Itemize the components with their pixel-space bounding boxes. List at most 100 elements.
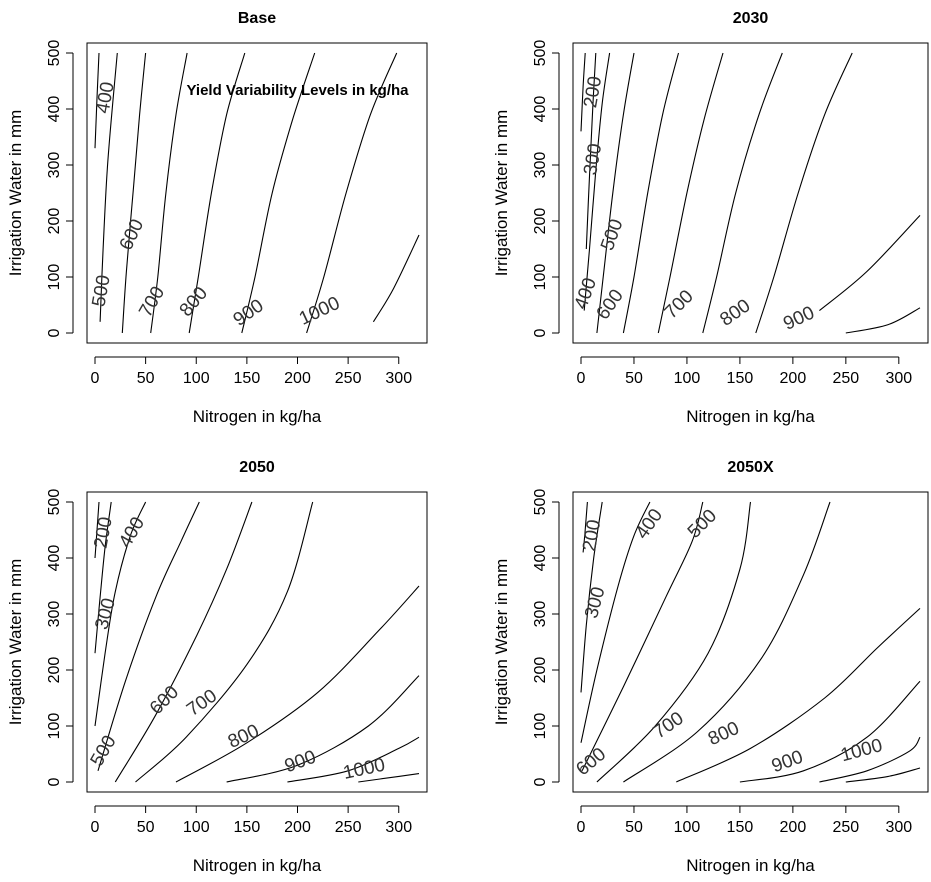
x-tick-label: 100 [674, 819, 701, 836]
x-tick-label: 50 [625, 819, 643, 836]
contour-line [596, 52, 635, 334]
panel-title: 2050 [239, 459, 275, 476]
contour-label: 300 [91, 596, 119, 632]
y-axis-label: Irrigation Water in mm [6, 559, 25, 726]
contour-lines [580, 501, 921, 783]
contour-line [702, 52, 783, 334]
y-axis: 0 100 200 300 400 500 [46, 40, 74, 337]
contour-panel-3: 2050 0 50 100 150 200 250 300 Nitrogen in kg/ha 0… [6, 459, 428, 875]
y-tick-label: 300 [46, 601, 63, 628]
contour-label: 200 [91, 515, 117, 550]
y-axis-label: Irrigation Water in mm [6, 110, 25, 277]
contour-line [94, 501, 100, 559]
contour-panel-4: 2050X 0 50 100 150 200 250 300 Nitrogen in kg/ha… [492, 459, 929, 875]
x-tick-label: 200 [284, 370, 311, 387]
x-tick-label: 200 [780, 819, 807, 836]
contour-line [623, 501, 831, 783]
contour-line [819, 736, 921, 783]
x-tick-label: 0 [577, 819, 586, 836]
contour-line [755, 52, 853, 334]
x-axis: 0 50 100 150 200 250 300 [577, 356, 912, 387]
panel-title: 2050X [727, 459, 774, 476]
x-tick-label: 250 [832, 819, 859, 836]
y-tick-label: 100 [46, 264, 63, 291]
contour-line [135, 501, 314, 783]
x-tick-label: 0 [91, 819, 100, 836]
contour-line [582, 501, 588, 553]
contour-label: 1000 [296, 293, 343, 330]
contour-label: 900 [282, 747, 319, 778]
y-tick-label: 200 [46, 208, 63, 235]
y-tick-label: 400 [46, 545, 63, 572]
x-tick-label: 50 [625, 370, 643, 387]
contour-line [739, 680, 921, 783]
contour-line [372, 234, 420, 323]
contour-label: 300 [580, 142, 606, 177]
contour-label: 600 [116, 216, 148, 254]
x-tick-label: 300 [385, 819, 412, 836]
contour-line [819, 215, 921, 312]
x-tick-label: 150 [234, 819, 261, 836]
contour-label: 800 [176, 283, 212, 321]
contour-line [99, 52, 118, 322]
y-tick-label: 300 [532, 601, 549, 628]
panel-title: Base [238, 10, 276, 27]
contour-line [188, 52, 246, 334]
x-tick-label: 250 [832, 370, 859, 387]
contour-label: 500 [87, 732, 121, 770]
contour-line [97, 501, 200, 771]
contour-line [596, 501, 752, 783]
contour-label: 800 [225, 721, 263, 753]
panel-title: 2030 [733, 10, 769, 27]
y-axis: 0 100 200 300 400 500 [532, 489, 560, 786]
y-axis-label: Irrigation Water in mm [492, 559, 511, 726]
contour-line [622, 52, 680, 334]
y-tick-label: 0 [532, 777, 549, 786]
plot-frame [572, 491, 929, 793]
y-tick-label: 500 [532, 489, 549, 516]
y-tick-label: 0 [46, 777, 63, 786]
contour-label: 800 [716, 295, 754, 330]
contour-lines [580, 52, 921, 334]
contour-line [121, 52, 147, 334]
contour-line [358, 773, 420, 783]
y-tick-label: 500 [532, 40, 549, 67]
contour-label: 400 [93, 80, 119, 115]
contour-label: 900 [230, 295, 268, 330]
x-tick-label: 0 [577, 370, 586, 387]
contour-line [241, 52, 316, 334]
contour-line [226, 675, 420, 783]
x-tick-label: 150 [727, 819, 754, 836]
y-tick-label: 0 [532, 328, 549, 337]
contour-label: 500 [597, 216, 628, 253]
contour-label: 500 [684, 505, 721, 542]
chart-annotation: Yield Variability Levels in kg/ha [186, 82, 409, 99]
y-tick-label: 0 [46, 328, 63, 337]
contour-lines [94, 52, 420, 334]
y-tick-label: 400 [532, 545, 549, 572]
y-tick-label: 400 [46, 96, 63, 123]
plot-frame [86, 491, 428, 793]
contour-label: 700 [650, 708, 688, 743]
contour-label: 900 [780, 302, 818, 334]
x-tick-label: 250 [335, 819, 362, 836]
x-tick-label: 100 [183, 370, 210, 387]
x-tick-label: 200 [780, 370, 807, 387]
contour-label: 800 [705, 718, 743, 750]
y-axis-label: Irrigation Water in mm [492, 110, 511, 277]
x-tick-label: 50 [137, 370, 155, 387]
x-tick-label: 250 [335, 370, 362, 387]
contour-label: 700 [135, 283, 169, 321]
contour-line [583, 52, 611, 311]
contour-line [845, 307, 921, 334]
contour-line [845, 767, 921, 783]
contour-label: 700 [183, 686, 221, 721]
contour-line [114, 501, 253, 783]
contour-panel-2: 2030 0 50 100 150 200 250 300 Nitrogen in kg/ha 0… [492, 10, 929, 426]
x-tick-label: 200 [284, 819, 311, 836]
contour-label: 200 [579, 518, 605, 553]
contour-label: 900 [769, 747, 806, 778]
contour-line [94, 52, 100, 149]
x-tick-label: 50 [137, 819, 155, 836]
